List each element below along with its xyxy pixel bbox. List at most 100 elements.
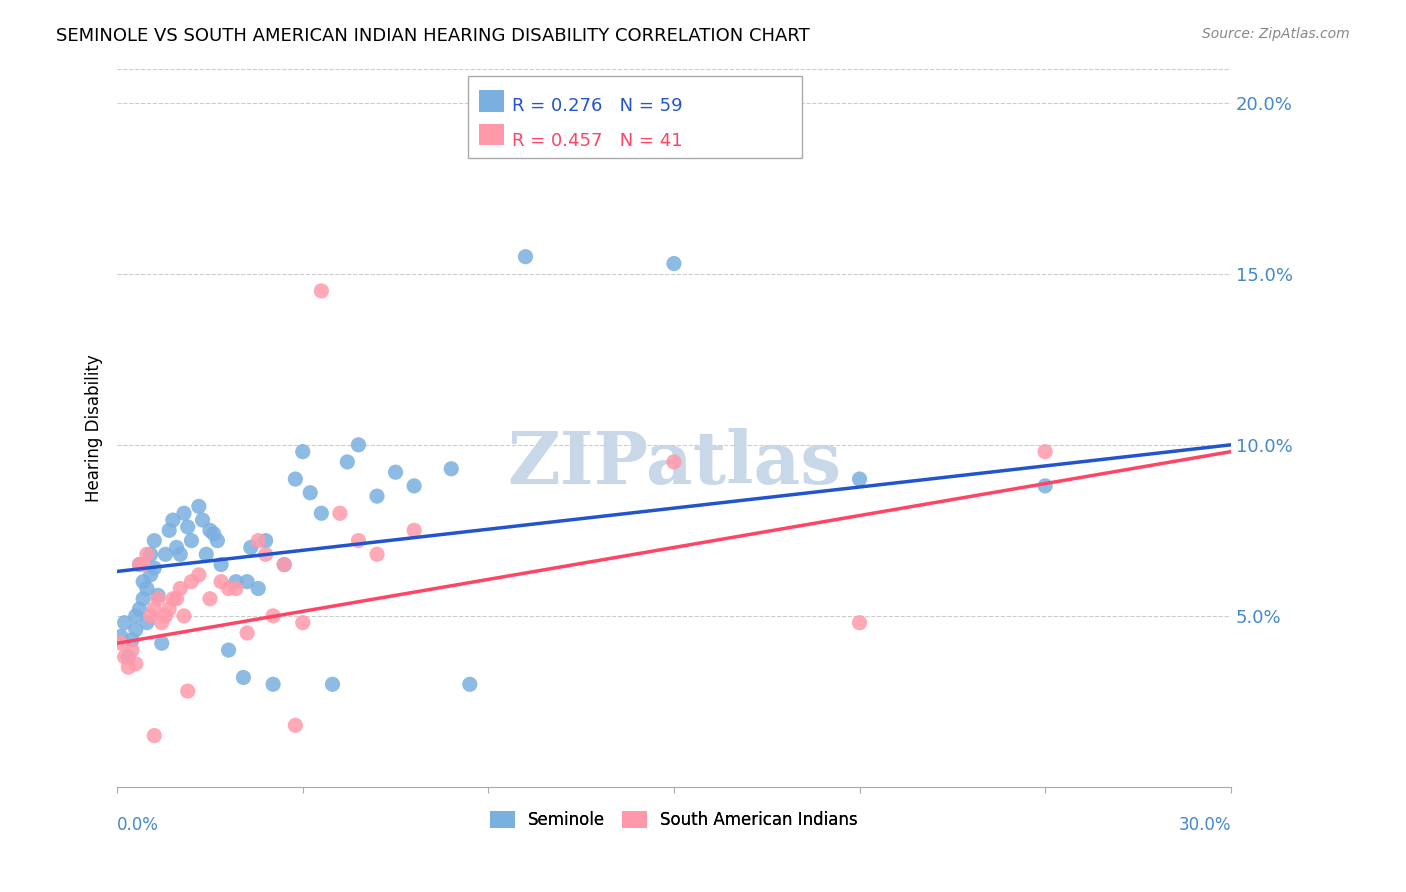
Point xyxy=(157,602,180,616)
Point xyxy=(121,632,143,647)
Point xyxy=(166,591,188,606)
Point xyxy=(187,567,209,582)
Point xyxy=(273,558,295,572)
Point xyxy=(187,500,209,514)
Point xyxy=(262,677,284,691)
Point xyxy=(366,547,388,561)
Point xyxy=(218,582,240,596)
Point xyxy=(662,256,685,270)
Point xyxy=(180,533,202,548)
Point xyxy=(311,284,333,298)
Point xyxy=(121,643,143,657)
Point xyxy=(143,729,166,743)
Text: R = 0.457   N = 41: R = 0.457 N = 41 xyxy=(513,132,683,150)
Point xyxy=(143,561,166,575)
Point xyxy=(329,506,352,520)
Point xyxy=(180,574,202,589)
Point xyxy=(110,636,132,650)
Point xyxy=(135,615,157,630)
Point xyxy=(157,524,180,538)
Y-axis label: Hearing Disability: Hearing Disability xyxy=(86,354,103,501)
Text: SEMINOLE VS SOUTH AMERICAN INDIAN HEARING DISABILITY CORRELATION CHART: SEMINOLE VS SOUTH AMERICAN INDIAN HEARIN… xyxy=(56,27,810,45)
Point xyxy=(191,513,214,527)
FancyBboxPatch shape xyxy=(468,76,801,158)
Point xyxy=(114,615,136,630)
Point xyxy=(458,677,481,691)
Point xyxy=(169,547,191,561)
Point xyxy=(477,130,499,145)
Point xyxy=(125,657,148,671)
Point xyxy=(177,684,200,698)
Point xyxy=(139,608,162,623)
Point xyxy=(155,547,177,561)
Point xyxy=(128,558,150,572)
Point xyxy=(125,608,148,623)
Point xyxy=(132,574,155,589)
Point xyxy=(1033,444,1056,458)
Point xyxy=(139,547,162,561)
Point xyxy=(117,649,139,664)
Point xyxy=(195,547,218,561)
Point xyxy=(236,626,259,640)
Point xyxy=(128,558,150,572)
Point xyxy=(114,649,136,664)
Point xyxy=(162,591,184,606)
Point xyxy=(662,455,685,469)
Point xyxy=(239,541,262,555)
Point xyxy=(291,615,314,630)
Bar xyxy=(479,124,503,145)
Point xyxy=(169,582,191,596)
Point xyxy=(284,718,307,732)
Bar xyxy=(479,90,503,112)
Point xyxy=(384,465,406,479)
Point xyxy=(155,608,177,623)
Point xyxy=(110,629,132,643)
Point xyxy=(225,582,247,596)
Point xyxy=(254,547,277,561)
Point xyxy=(848,472,870,486)
Point xyxy=(150,615,173,630)
Point xyxy=(284,472,307,486)
Point xyxy=(254,533,277,548)
Text: 0.0%: 0.0% xyxy=(117,815,159,834)
Text: Source: ZipAtlas.com: Source: ZipAtlas.com xyxy=(1202,27,1350,41)
Point xyxy=(347,438,370,452)
Point xyxy=(225,574,247,589)
Point xyxy=(143,533,166,548)
Point xyxy=(198,524,221,538)
Point xyxy=(848,615,870,630)
Point xyxy=(132,591,155,606)
Point xyxy=(117,660,139,674)
Point xyxy=(143,602,166,616)
Point xyxy=(404,479,426,493)
Point xyxy=(515,250,537,264)
Point xyxy=(198,591,221,606)
Point xyxy=(347,533,370,548)
Point xyxy=(299,485,322,500)
Point xyxy=(321,677,343,691)
Point xyxy=(135,547,157,561)
Text: ZIPatlas: ZIPatlas xyxy=(508,428,841,500)
Point xyxy=(209,574,232,589)
Point xyxy=(173,608,195,623)
Point xyxy=(150,636,173,650)
Text: R = 0.276   N = 59: R = 0.276 N = 59 xyxy=(513,97,683,115)
Point xyxy=(132,558,155,572)
Point xyxy=(135,582,157,596)
Point xyxy=(173,506,195,520)
Point xyxy=(366,489,388,503)
Point xyxy=(1033,479,1056,493)
Point xyxy=(311,506,333,520)
Point xyxy=(232,670,254,684)
Point xyxy=(139,567,162,582)
Point xyxy=(247,533,270,548)
Point xyxy=(202,526,225,541)
Point xyxy=(128,602,150,616)
Point xyxy=(209,558,232,572)
Point xyxy=(247,582,270,596)
Text: 30.0%: 30.0% xyxy=(1178,815,1230,834)
Point xyxy=(291,444,314,458)
Legend: Seminole, South American Indians: Seminole, South American Indians xyxy=(484,805,865,836)
Point xyxy=(404,524,426,538)
Point xyxy=(218,643,240,657)
